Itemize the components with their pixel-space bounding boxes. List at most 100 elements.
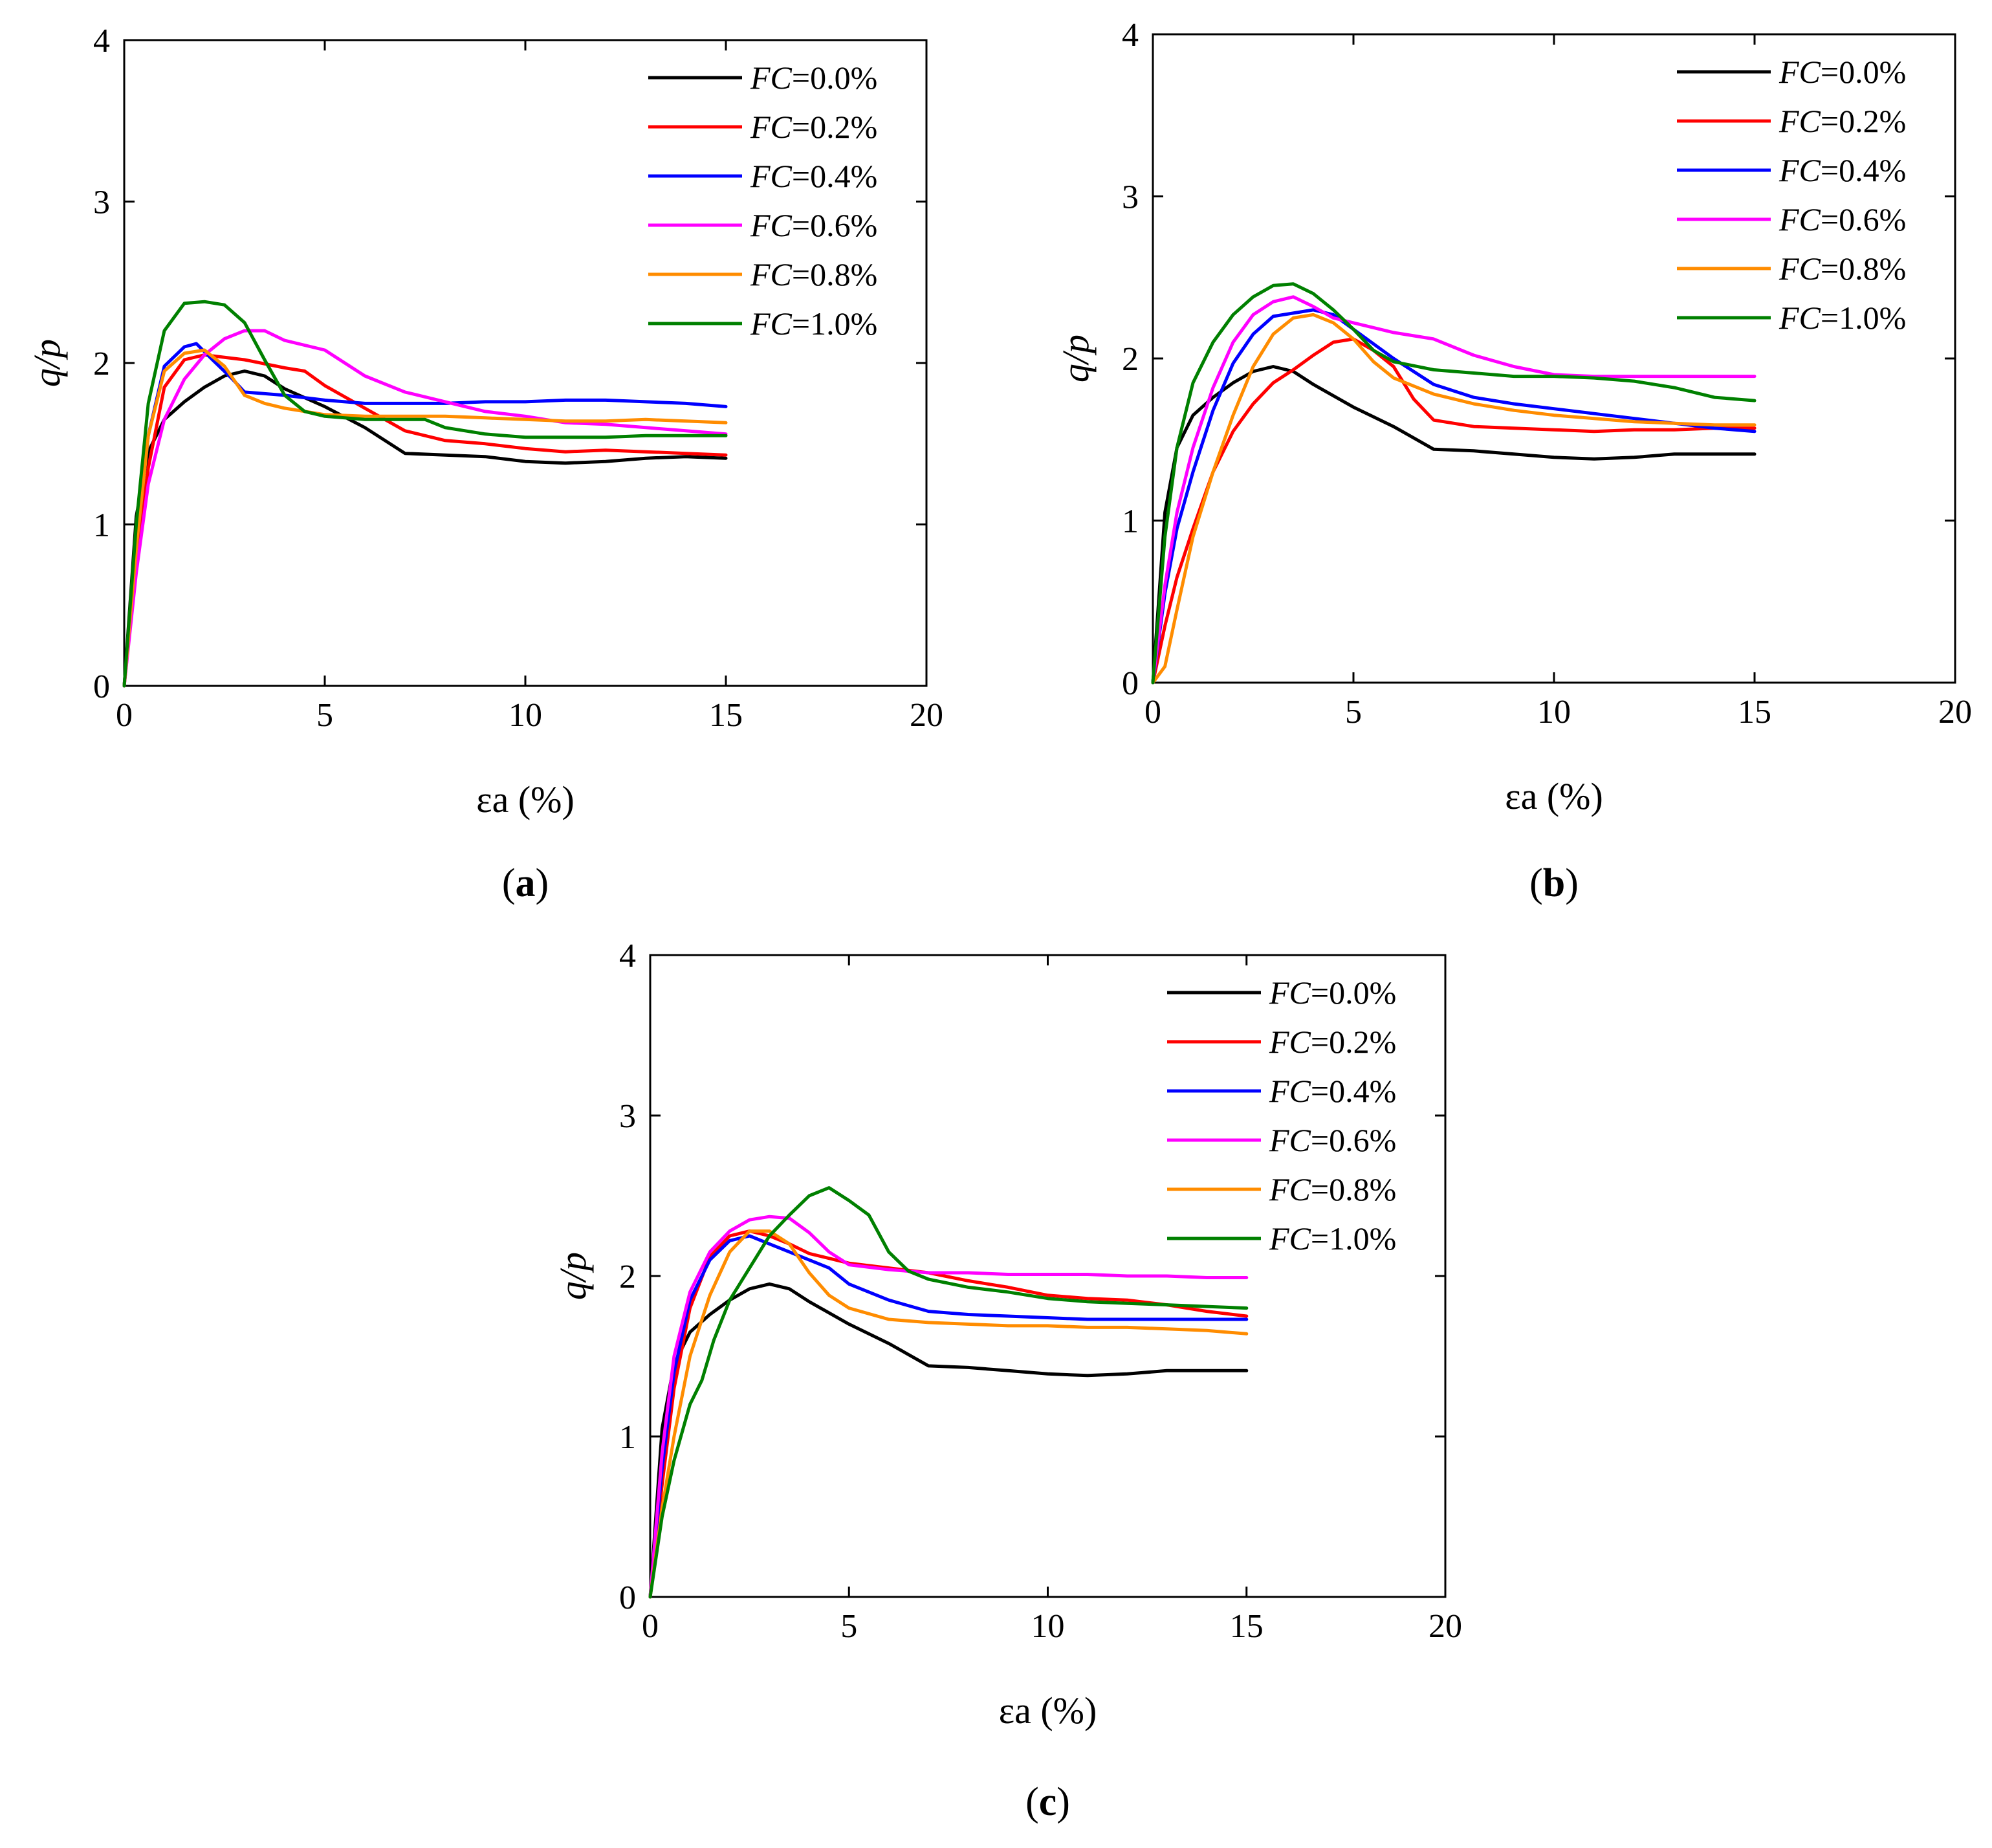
legend-var: FC (1779, 300, 1821, 336)
legend-label: FC=1.0% (750, 305, 877, 342)
x-tick-label: 5 (1345, 694, 1362, 731)
legend-value: =0.8% (1821, 250, 1906, 287)
legend-var: FC (750, 158, 793, 194)
x-tick-label: 20 (1938, 694, 1972, 731)
panel-label-letter: c (1039, 1780, 1057, 1824)
panel-label-close: ) (536, 861, 549, 905)
y-axis-label: q/p (552, 1252, 594, 1300)
legend-label: FC=0.0% (1269, 974, 1396, 1011)
y-tick-label: 4 (1122, 17, 1139, 54)
legend-label: FC=1.0% (1779, 300, 1906, 336)
y-tick-label: 1 (93, 507, 110, 544)
legend-label: FC=0.6% (750, 207, 877, 243)
series-line-fc06 (1151, 295, 1757, 685)
legend-var: FC (750, 305, 793, 342)
legend-var: FC (1269, 1024, 1311, 1060)
panel-label-open: ( (502, 861, 516, 905)
x-tick-label: 20 (910, 697, 943, 734)
panel-label-open: ( (1025, 1780, 1039, 1824)
legend-label: FC=0.2% (1779, 103, 1906, 139)
legend-label: FC=0.4% (1269, 1073, 1396, 1109)
series-line-fc06 (122, 329, 728, 688)
legend-var: FC (1779, 152, 1821, 188)
y-tick-label: 0 (619, 1579, 636, 1616)
legend-value: =0.8% (792, 256, 877, 292)
legend-label: FC=0.8% (750, 256, 877, 292)
legend-label: FC=0.8% (1779, 250, 1906, 287)
panel-label: (a) (502, 861, 549, 905)
series-line-fc04 (122, 342, 728, 688)
series-line-fc08 (1151, 313, 1757, 685)
legend-var: FC (1269, 1220, 1311, 1257)
legend-label: FC=0.4% (750, 158, 877, 194)
x-tick-label: 15 (709, 697, 743, 734)
legend-var: FC (750, 207, 793, 243)
legend-value: =0.2% (1311, 1024, 1396, 1060)
legend-label: FC=0.0% (1779, 54, 1906, 90)
legend-value: =1.0% (1821, 300, 1906, 336)
legend-label: FC=0.2% (1269, 1024, 1396, 1060)
legend-value: =0.4% (1311, 1073, 1396, 1109)
series-line-fc00 (1151, 365, 1757, 685)
panel-label-open: ( (1529, 861, 1543, 905)
y-tick-label: 2 (619, 1259, 636, 1295)
legend-label: FC=0.8% (1269, 1171, 1396, 1207)
y-tick-label: 0 (1122, 665, 1139, 702)
legend-var: FC (1269, 974, 1311, 1011)
x-tick-label: 0 (1144, 694, 1161, 731)
x-axis-label: εa (%) (1505, 775, 1603, 817)
x-axis-label: εa (%) (999, 1689, 1097, 1732)
legend-var: FC (750, 256, 793, 292)
legend-label: FC=0.4% (1779, 152, 1906, 188)
y-axis-label: q/p (26, 339, 68, 387)
y-tick-label: 1 (1122, 503, 1139, 540)
series-line-fc10 (1151, 282, 1757, 685)
legend-value: =0.2% (1821, 103, 1906, 139)
x-tick-label: 15 (1738, 694, 1771, 731)
y-tick-label: 2 (93, 346, 110, 382)
panel-label: (b) (1529, 861, 1579, 905)
series-line-fc04 (1151, 308, 1757, 685)
legend-label: FC=0.6% (1779, 201, 1906, 237)
legend-value: =1.0% (792, 305, 877, 342)
legend-var: FC (1269, 1122, 1311, 1158)
series-line-fc04 (648, 1234, 1249, 1599)
y-tick-label: 1 (619, 1419, 636, 1456)
legend-var: FC (750, 109, 793, 145)
series-line-fc02 (122, 353, 728, 688)
legend-label: FC=0.6% (1269, 1122, 1396, 1158)
legend-var: FC (1269, 1171, 1311, 1207)
series-line-fc06 (648, 1215, 1249, 1599)
x-axis-label: εa (%) (476, 778, 575, 820)
series-line-fc10 (648, 1186, 1249, 1599)
y-tick-label: 0 (93, 668, 110, 705)
legend-value: =0.6% (792, 207, 877, 243)
x-tick-label: 5 (840, 1608, 857, 1645)
legend-value: =0.6% (1311, 1122, 1396, 1158)
x-tick-label: 0 (116, 697, 133, 734)
y-tick-label: 3 (93, 184, 110, 221)
y-tick-label: 4 (619, 938, 636, 974)
series-line-fc00 (122, 369, 728, 688)
legend-var: FC (1779, 54, 1821, 90)
x-tick-label: 15 (1230, 1608, 1264, 1645)
series-line-fc10 (122, 300, 728, 688)
legend-var: FC (750, 60, 793, 96)
series-line-fc08 (648, 1229, 1249, 1599)
legend-var: FC (1269, 1073, 1311, 1109)
legend-value: =0.0% (1311, 974, 1396, 1011)
x-tick-label: 5 (316, 697, 333, 734)
legend-value: =0.0% (1821, 54, 1906, 90)
x-tick-label: 10 (1537, 694, 1571, 731)
legend-label: FC=1.0% (1269, 1220, 1396, 1257)
legend-label: FC=0.2% (750, 109, 877, 145)
legend-value: =0.2% (792, 109, 877, 145)
panel-label-letter: a (516, 861, 536, 905)
legend-value: =1.0% (1311, 1220, 1396, 1257)
legend-value: =0.4% (792, 158, 877, 194)
y-tick-label: 4 (93, 23, 110, 60)
